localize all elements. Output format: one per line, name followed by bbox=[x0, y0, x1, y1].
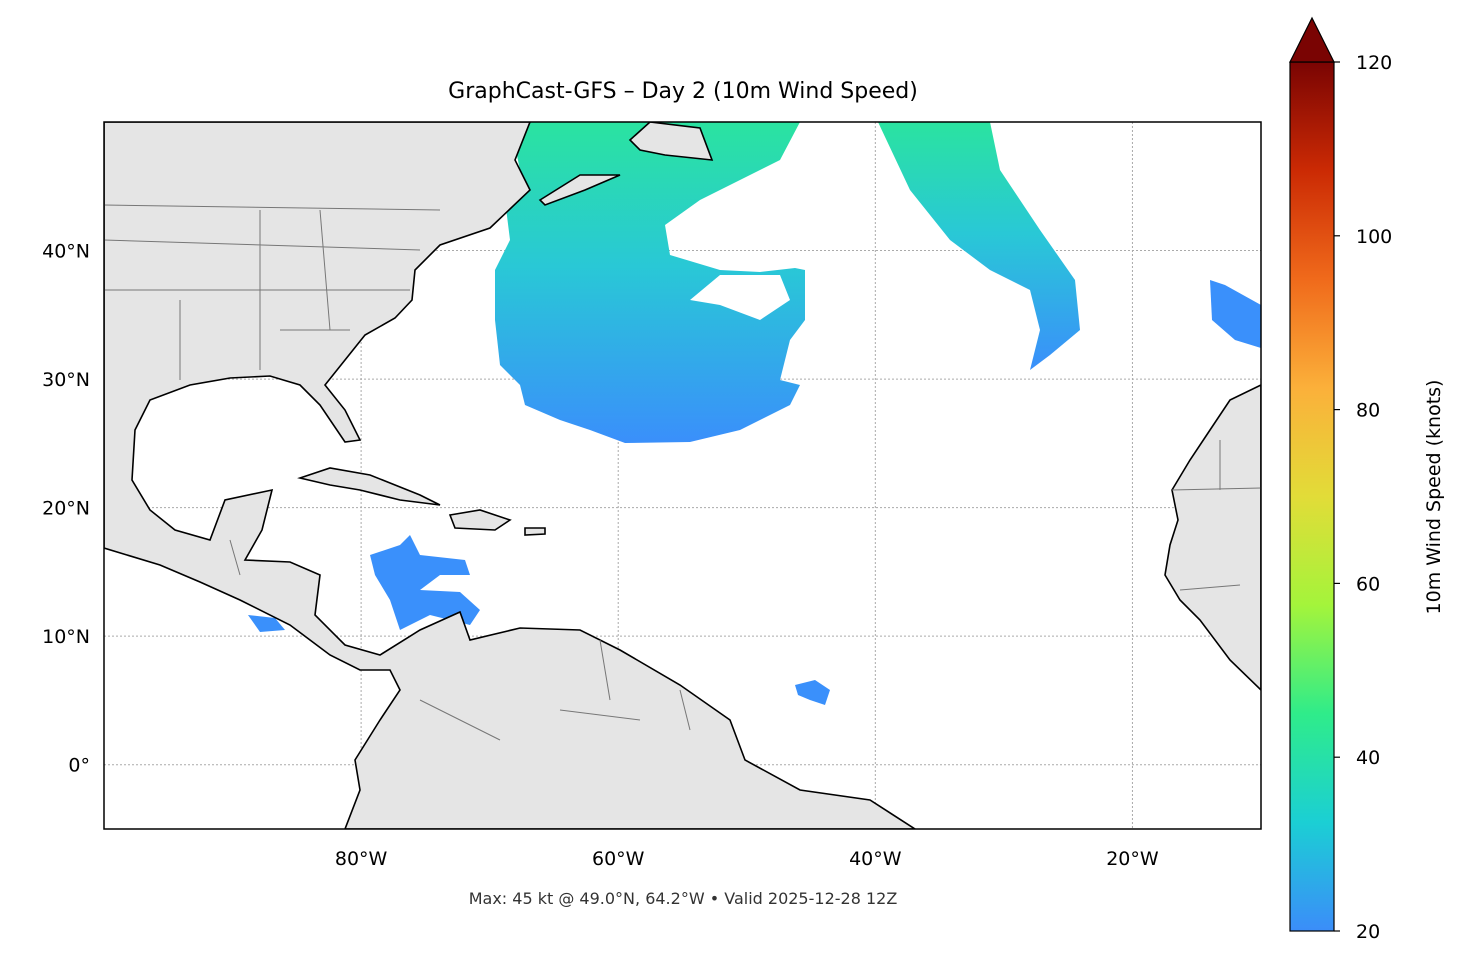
map-area bbox=[104, 122, 1261, 829]
puerto-rico bbox=[524, 527, 546, 536]
y-tick-label: 0° bbox=[68, 755, 90, 777]
y-tick-label: 20°N bbox=[42, 498, 90, 520]
y-tick-label: 10°N bbox=[42, 626, 90, 648]
borders bbox=[104, 204, 1261, 741]
wind-region bbox=[878, 122, 1080, 370]
y-tick-label: 30°N bbox=[42, 369, 90, 391]
wind-region bbox=[1210, 280, 1261, 348]
colorbar-tick-label: 40 bbox=[1356, 747, 1380, 769]
footer-note: Max: 45 kt @ 49.0°N, 64.2°W • Valid 2025… bbox=[469, 889, 898, 908]
colorbar bbox=[1289, 61, 1335, 932]
chart-title: GraphCast-GFS – Day 2 (10m Wind Speed) bbox=[448, 79, 918, 104]
y-tick-label: 40°N bbox=[42, 241, 90, 263]
colorbar-tick-label: 60 bbox=[1356, 573, 1380, 595]
cuba bbox=[297, 467, 441, 506]
land bbox=[104, 122, 1261, 829]
newfoundland bbox=[628, 122, 714, 161]
hispaniola bbox=[448, 509, 512, 531]
x-tick-label: 60°W bbox=[592, 848, 645, 870]
plot-frame bbox=[103, 121, 1262, 830]
colorbar-extend bbox=[1289, 16, 1335, 63]
colorbar-label: 10m Wind Speed (knots) bbox=[1423, 380, 1445, 615]
africa bbox=[1164, 384, 1261, 692]
wind-region bbox=[795, 680, 830, 705]
wind-gap bbox=[690, 275, 790, 320]
wind-region bbox=[495, 122, 805, 443]
nova-scotia bbox=[538, 174, 621, 206]
wind-region bbox=[370, 535, 480, 630]
x-tick-label: 20°W bbox=[1106, 848, 1159, 870]
colorbar-tick-label: 20 bbox=[1356, 921, 1380, 943]
colorbar-tick-label: 120 bbox=[1356, 52, 1392, 74]
x-tick-label: 80°W bbox=[335, 848, 388, 870]
americas bbox=[104, 122, 917, 829]
wind-region bbox=[248, 615, 285, 632]
colorbar-tick-label: 100 bbox=[1356, 226, 1392, 248]
colorbar-tick-label: 80 bbox=[1356, 400, 1380, 422]
x-tick-label: 40°W bbox=[849, 848, 902, 870]
